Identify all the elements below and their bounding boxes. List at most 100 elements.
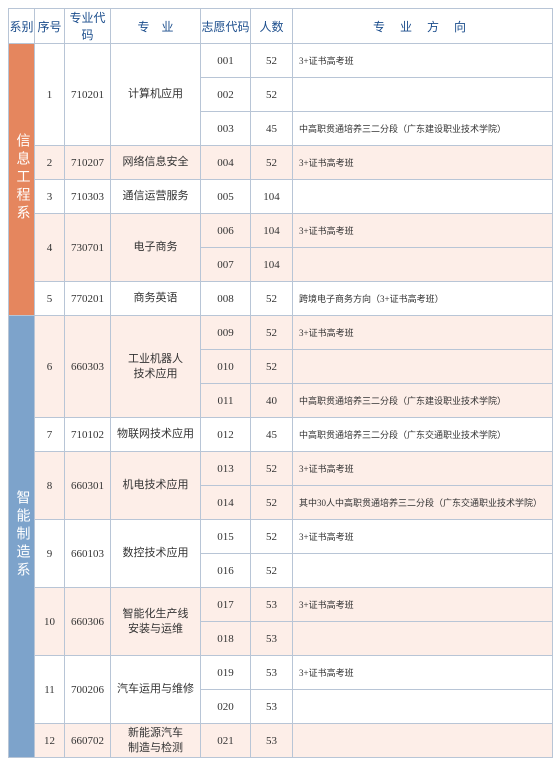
vote-code-cell: 019 (201, 656, 251, 690)
major-code-cell: 710207 (65, 146, 111, 180)
major-cell: 电子商务 (111, 214, 201, 282)
header-major-code: 专业代码 (65, 9, 111, 44)
vote-code-cell: 006 (201, 214, 251, 248)
major-code-cell: 700206 (65, 656, 111, 724)
count-cell: 52 (251, 316, 293, 350)
direction-cell: 3+证书高考班 (293, 146, 553, 180)
major-cell: 新能源汽车制造与检测 (111, 724, 201, 758)
vote-code-cell: 020 (201, 690, 251, 724)
direction-cell: 3+证书高考班 (293, 520, 553, 554)
count-cell: 53 (251, 690, 293, 724)
direction-cell (293, 350, 553, 384)
header-major: 专 业 (111, 9, 201, 44)
count-cell: 45 (251, 418, 293, 452)
count-cell: 52 (251, 554, 293, 588)
major-cell: 智能化生产线安装与运维 (111, 588, 201, 656)
count-cell: 53 (251, 588, 293, 622)
major-cell: 通信运营服务 (111, 180, 201, 214)
table-row: 2710207网络信息安全004523+证书高考班 (9, 146, 553, 180)
count-cell: 53 (251, 656, 293, 690)
major-cell: 商务英语 (111, 282, 201, 316)
table-row: 9660103数控技术应用015523+证书高考班 (9, 520, 553, 554)
direction-cell: 3+证书高考班 (293, 214, 553, 248)
count-cell: 53 (251, 724, 293, 758)
table-row: 智能制造系6660303工业机器人技术应用009523+证书高考班 (9, 316, 553, 350)
seq-cell: 12 (35, 724, 65, 758)
major-code-cell: 770201 (65, 282, 111, 316)
seq-cell: 8 (35, 452, 65, 520)
count-cell: 52 (251, 520, 293, 554)
table-row: 7710102物联网技术应用01245中高职贯通培养三二分段（广东交通职业技术学… (9, 418, 553, 452)
vote-code-cell: 016 (201, 554, 251, 588)
table-row: 11700206汽车运用与维修019533+证书高考班 (9, 656, 553, 690)
count-cell: 45 (251, 112, 293, 146)
direction-cell (293, 690, 553, 724)
dept-cell: 信息工程系 (9, 44, 35, 316)
direction-cell (293, 554, 553, 588)
header-dept: 系别 (9, 9, 35, 44)
direction-cell: 3+证书高考班 (293, 452, 553, 486)
direction-cell (293, 78, 553, 112)
seq-cell: 10 (35, 588, 65, 656)
dept-cell: 智能制造系 (9, 316, 35, 758)
seq-cell: 9 (35, 520, 65, 588)
direction-cell (293, 622, 553, 656)
direction-cell: 3+证书高考班 (293, 316, 553, 350)
table-row: 8660301机电技术应用013523+证书高考班 (9, 452, 553, 486)
vote-code-cell: 003 (201, 112, 251, 146)
count-cell: 52 (251, 78, 293, 112)
major-cell: 汽车运用与维修 (111, 656, 201, 724)
count-cell: 52 (251, 452, 293, 486)
table-row: 信息工程系1710201计算机应用001523+证书高考班 (9, 44, 553, 78)
major-code-cell: 660301 (65, 452, 111, 520)
vote-code-cell: 007 (201, 248, 251, 282)
seq-cell: 7 (35, 418, 65, 452)
direction-cell: 跨境电子商务方向（3+证书高考班） (293, 282, 553, 316)
major-code-cell: 660702 (65, 724, 111, 758)
major-cell: 网络信息安全 (111, 146, 201, 180)
major-cell: 物联网技术应用 (111, 418, 201, 452)
major-code-cell: 660103 (65, 520, 111, 588)
vote-code-cell: 009 (201, 316, 251, 350)
vote-code-cell: 018 (201, 622, 251, 656)
vote-code-cell: 017 (201, 588, 251, 622)
seq-cell: 11 (35, 656, 65, 724)
seq-cell: 2 (35, 146, 65, 180)
seq-cell: 3 (35, 180, 65, 214)
count-cell: 53 (251, 622, 293, 656)
table-row: 12660702新能源汽车制造与检测02153 (9, 724, 553, 758)
vote-code-cell: 008 (201, 282, 251, 316)
seq-cell: 5 (35, 282, 65, 316)
major-code-cell: 710102 (65, 418, 111, 452)
count-cell: 52 (251, 486, 293, 520)
vote-code-cell: 011 (201, 384, 251, 418)
direction-cell (293, 724, 553, 758)
major-code-cell: 710201 (65, 44, 111, 146)
dept-label: 信息工程系 (12, 133, 32, 223)
count-cell: 104 (251, 180, 293, 214)
vote-code-cell: 013 (201, 452, 251, 486)
table-row: 3710303通信运营服务005104 (9, 180, 553, 214)
count-cell: 104 (251, 214, 293, 248)
vote-code-cell: 001 (201, 44, 251, 78)
direction-cell: 3+证书高考班 (293, 656, 553, 690)
major-code-cell: 710303 (65, 180, 111, 214)
seq-cell: 1 (35, 44, 65, 146)
major-cell: 计算机应用 (111, 44, 201, 146)
count-cell: 52 (251, 44, 293, 78)
major-cell: 工业机器人技术应用 (111, 316, 201, 418)
direction-cell: 3+证书高考班 (293, 588, 553, 622)
vote-code-cell: 021 (201, 724, 251, 758)
major-code-cell: 660306 (65, 588, 111, 656)
direction-cell: 3+证书高考班 (293, 44, 553, 78)
table-row: 5770201商务英语00852跨境电子商务方向（3+证书高考班） (9, 282, 553, 316)
direction-cell: 中高职贯通培养三二分段（广东建设职业技术学院） (293, 384, 553, 418)
vote-code-cell: 010 (201, 350, 251, 384)
vote-code-cell: 014 (201, 486, 251, 520)
enrollment-table: 系别 序号 专业代码 专 业 志愿代码 人数 专 业 方 向 信息工程系1710… (8, 8, 553, 758)
header-vote-code: 志愿代码 (201, 9, 251, 44)
direction-cell: 其中30人中高职贯通培养三二分段（广东交通职业技术学院） (293, 486, 553, 520)
direction-cell (293, 180, 553, 214)
count-cell: 52 (251, 282, 293, 316)
seq-cell: 4 (35, 214, 65, 282)
